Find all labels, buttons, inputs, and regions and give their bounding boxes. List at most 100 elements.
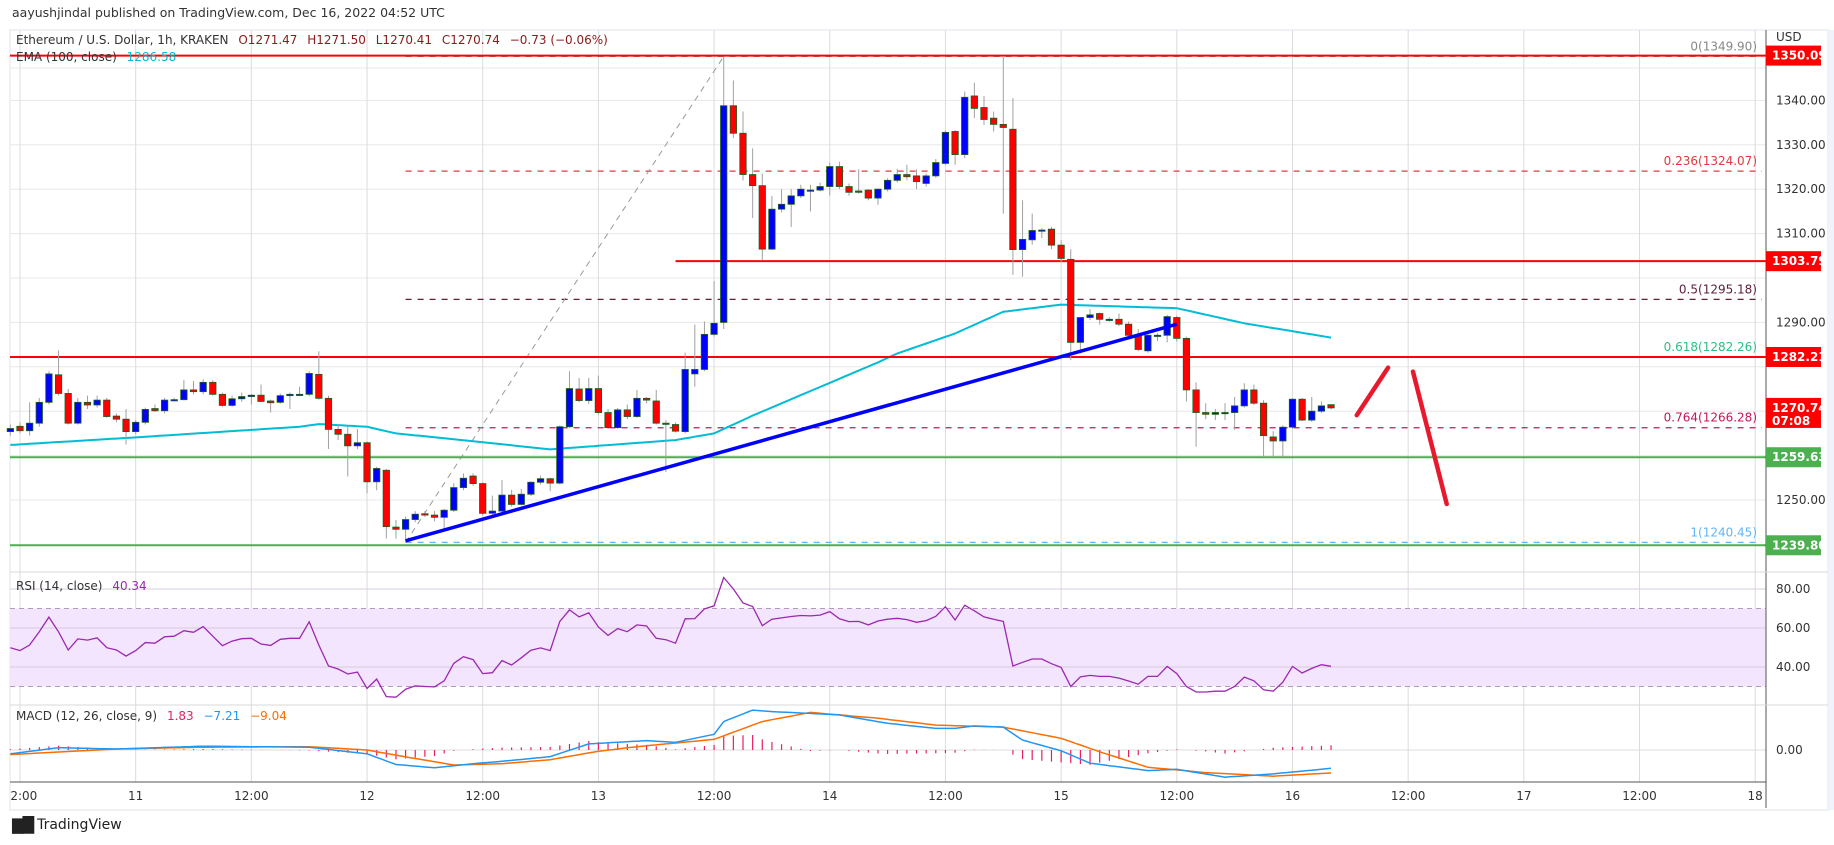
candle-up bbox=[74, 401, 82, 424]
time-tick-label: 12:00 bbox=[928, 789, 963, 803]
candle-down bbox=[1269, 436, 1277, 442]
candle-down bbox=[835, 166, 844, 187]
candle-down bbox=[1327, 404, 1335, 409]
candle-down bbox=[662, 422, 670, 425]
price-tick-label: 1250.00 bbox=[1776, 493, 1826, 507]
time-tick-label: 15 bbox=[1053, 789, 1068, 803]
candle-up bbox=[459, 477, 468, 488]
candle-up bbox=[93, 399, 101, 406]
candle-up bbox=[527, 481, 535, 495]
candle-down bbox=[479, 483, 487, 514]
fib-level-label: 0.236(1324.07) bbox=[1664, 154, 1757, 168]
candle-down bbox=[980, 107, 988, 120]
macd-line bbox=[10, 709, 1332, 778]
fib-level-label: 1(1240.45) bbox=[1690, 525, 1757, 539]
time-tick-label: 17 bbox=[1516, 789, 1531, 803]
candle-down bbox=[469, 475, 477, 484]
time-tick-label: 13 bbox=[591, 789, 606, 803]
macd-pane[interactable]: 0.00 bbox=[9, 709, 1803, 778]
drawings[interactable] bbox=[405, 322, 1449, 543]
candle-up bbox=[932, 162, 940, 177]
candle-down bbox=[999, 123, 1007, 128]
hand-drawn-arrow[interactable] bbox=[1410, 369, 1449, 507]
time-tick-label: 12:00 bbox=[1160, 789, 1195, 803]
candle-up bbox=[1308, 410, 1316, 421]
symbol-name: Ethereum / U.S. Dollar, 1h, KRAKEN bbox=[16, 33, 229, 47]
candle-down bbox=[594, 388, 603, 413]
symbol-legend[interactable]: Ethereum / U.S. Dollar, 1h, KRAKEN O1271… bbox=[16, 33, 614, 47]
candle-up bbox=[1038, 229, 1046, 232]
macd-hist-value: 1.83 bbox=[166, 709, 194, 723]
candle-down bbox=[970, 95, 978, 109]
candle-up bbox=[305, 373, 313, 395]
candle-down bbox=[344, 433, 352, 447]
candle-down bbox=[749, 174, 757, 187]
candle-down bbox=[912, 175, 921, 183]
fib-level-label: 0.5(1295.18) bbox=[1679, 282, 1757, 296]
macd-legend[interactable]: MACD (12, 26, close, 9) 1.83 −7.21 −9.04 bbox=[16, 709, 293, 723]
candle-up bbox=[401, 519, 410, 530]
ema-value: 1286.58 bbox=[126, 50, 177, 64]
candle-down bbox=[1250, 389, 1258, 404]
candle-up bbox=[614, 409, 622, 429]
candle-up bbox=[787, 195, 795, 205]
time-tick-label: 12 bbox=[359, 789, 374, 803]
rsi-tick-label: 60.00 bbox=[1776, 621, 1810, 635]
candle-up bbox=[228, 398, 236, 406]
candle-up bbox=[1231, 405, 1239, 413]
horizontal-levels[interactable] bbox=[10, 54, 1766, 547]
candle-up bbox=[247, 394, 255, 397]
publisher-line: aayushjindal published on TradingView.co… bbox=[12, 5, 445, 20]
ema-legend[interactable]: EMA (100, close) 1286.58 bbox=[16, 50, 182, 64]
price-tick-label: 1330.00 bbox=[1776, 138, 1826, 152]
support-trendline[interactable] bbox=[405, 322, 1178, 543]
candle-down bbox=[604, 412, 612, 429]
macd-signal-value: −9.04 bbox=[250, 709, 287, 723]
candle-up bbox=[720, 105, 728, 323]
time-axis[interactable]: 12:00 11 12:00 12 12:00 13 12:00 14 12:00 15 12:00… bbox=[3, 789, 1763, 803]
rsi-pane[interactable]: 80.00 60.00 40.00 bbox=[10, 576, 1810, 698]
candle-down bbox=[1192, 389, 1200, 413]
candle-up bbox=[1279, 426, 1287, 442]
candle-down bbox=[729, 105, 737, 134]
candle-up bbox=[681, 369, 689, 433]
candle-up bbox=[1240, 389, 1248, 407]
candle-down bbox=[739, 132, 747, 175]
hand-drawn-arrow[interactable] bbox=[1354, 365, 1391, 418]
candle-up bbox=[1028, 230, 1036, 241]
time-tick-label: 11 bbox=[128, 789, 143, 803]
candle-up bbox=[1086, 314, 1094, 318]
currency-label: USD bbox=[1776, 30, 1802, 44]
candle-up bbox=[45, 373, 53, 403]
candle-up bbox=[941, 131, 950, 164]
ohlc-open: O1271.47 bbox=[238, 33, 298, 47]
rsi-legend[interactable]: RSI (14, close) 40.34 bbox=[16, 579, 153, 593]
candle-down bbox=[209, 381, 217, 395]
candle-up bbox=[1317, 405, 1325, 412]
fib-trend-line[interactable] bbox=[405, 56, 725, 543]
candle-down bbox=[257, 394, 265, 402]
candle-up bbox=[797, 188, 805, 197]
candle-up bbox=[440, 509, 448, 518]
candle-up bbox=[633, 397, 641, 417]
last-price-tag bbox=[1766, 397, 1821, 428]
time-tick-label: 14 bbox=[822, 789, 837, 803]
price-tick-label: 1320.00 bbox=[1776, 182, 1826, 196]
candle-up bbox=[884, 179, 892, 190]
candle-down bbox=[864, 189, 872, 199]
candle-up bbox=[170, 399, 178, 402]
candle-down bbox=[430, 514, 439, 518]
candle-up bbox=[556, 426, 564, 484]
ema-label: EMA (100, close) bbox=[16, 50, 117, 64]
last-price-tag-label: 1270.74 bbox=[1772, 401, 1827, 415]
candle-down bbox=[1173, 317, 1181, 339]
support-level-tag bbox=[1766, 447, 1821, 468]
support-level-tag-label: 1259.63 bbox=[1772, 450, 1827, 464]
price-axis[interactable]: 1250.00 1290.00 1310.00 1320.00 1330.00 1340.… bbox=[1766, 45, 1827, 556]
ema-100-line bbox=[10, 303, 1332, 451]
candle-down bbox=[83, 401, 92, 406]
candle-down bbox=[1259, 402, 1268, 437]
ohlc-change: −0.73 (−0.06%) bbox=[509, 33, 608, 47]
tradingview-logo[interactable]: ▇█ TradingView bbox=[12, 816, 122, 834]
